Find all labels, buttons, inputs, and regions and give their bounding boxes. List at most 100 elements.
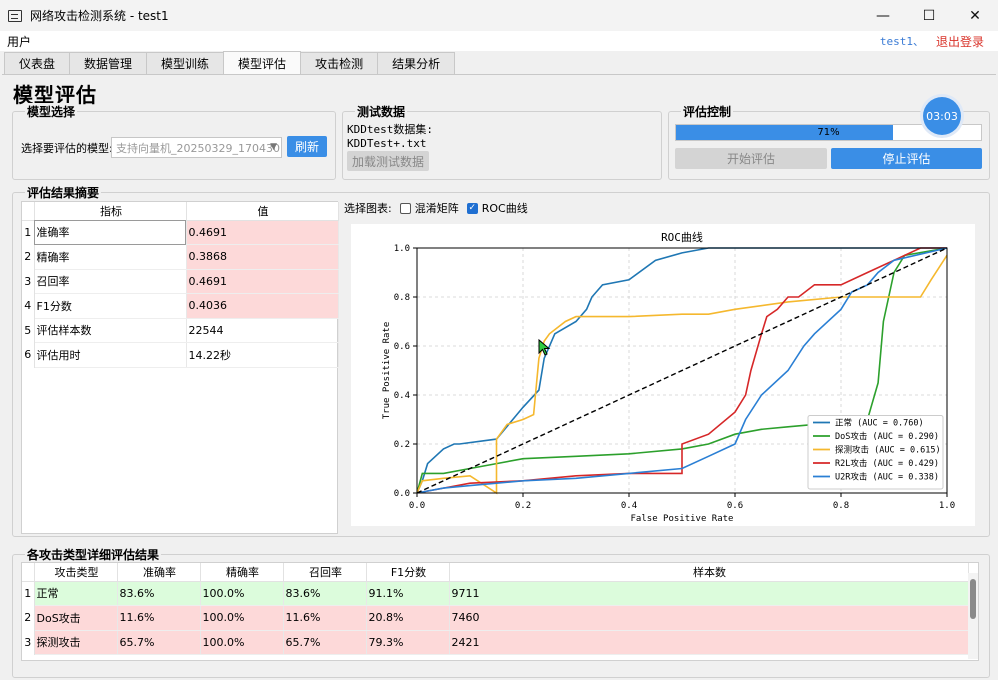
logout-link[interactable]: 退出登录 [935,34,984,49]
plot-frame [416,247,948,494]
recall-cell[interactable]: 11.6% [283,605,367,631]
summary-header-row: 指标 值 [22,202,339,221]
row-number: 4 [22,293,35,318]
scroll-thumb[interactable] [970,579,976,619]
roc-curve-label[interactable]: ROC曲线 [481,202,528,215]
metric-cell[interactable]: 精确率 [34,244,187,270]
metric-cell[interactable]: 召回率 [34,269,187,294]
progress-fill [676,125,893,140]
row-number: 1 [22,581,35,606]
progress-text: 71% [817,127,840,138]
attack-type-cell[interactable]: 探测攻击 [34,630,118,655]
details-table: 攻击类型 准确率 精确率 召回率 F1分数 样本数 1 正常 83.6% 100… [21,562,979,661]
minimize-icon[interactable]: — [876,7,890,24]
model-select-combo[interactable]: 支持向量机_20250329_170430 ▼ [111,137,282,158]
tab-result-analysis[interactable]: 结果分析 [377,52,456,74]
accuracy-cell[interactable]: 11.6% [117,605,201,631]
row-number: 1 [22,220,35,245]
legend-box [807,415,944,490]
header-value[interactable]: 值 [186,202,339,221]
header-metric[interactable]: 指标 [34,202,187,221]
header-recall[interactable]: 召回率 [283,563,367,582]
row-number: 6 [22,342,35,367]
details-scrollbar[interactable] [968,573,978,659]
recall-cell[interactable]: 65.7% [283,630,367,655]
value-cell[interactable]: 0.4691 [186,269,339,294]
y-tick-label: 1.0 [394,244,410,254]
model-select-value: 支持向量机_20250329_170430 [116,141,280,155]
f1-cell[interactable]: 91.1% [366,581,450,606]
header-precision[interactable]: 精确率 [200,563,284,582]
table-row[interactable]: 2 精确率 0.3868 [22,244,339,270]
value-cell[interactable]: 0.3868 [186,244,339,270]
table-row[interactable]: 3 探测攻击 65.7% 100.0% 65.7% 79.3% 2421 [22,630,969,655]
refresh-button[interactable]: 刷新 [287,136,327,157]
metric-cell[interactable]: 准确率 [34,220,187,245]
load-test-data-button[interactable]: 加载测试数据 [347,151,429,171]
tab-model-training[interactable]: 模型训练 [146,52,225,74]
value-cell[interactable]: 14.22秒 [186,342,339,368]
roc-chart: ROC曲线 0.0 0.0 0.2 0.2 0.4 0.4 0.6 0.6 0.8 0.8 1.0 1.… [382,230,955,524]
samples-cell[interactable]: 7460 [449,605,969,631]
tab-dashboard[interactable]: 仪表盘 [4,52,71,74]
window-controls: — ☐ ✕ [860,0,998,31]
stop-evaluation-button[interactable]: 停止评估 [831,148,982,169]
roc-curve-checkbox[interactable]: ✓ [466,202,478,214]
table-row[interactable]: 6 评估用时 14.22秒 [22,342,339,368]
x-axis-label: False Positive Rate [631,514,734,524]
tab-attack-detection[interactable]: 攻击检测 [300,52,379,74]
y-tick-label: 0.8 [394,293,410,303]
recall-cell[interactable]: 83.6% [283,581,367,606]
header-f1[interactable]: F1分数 [366,563,450,582]
accuracy-cell[interactable]: 83.6% [117,581,201,606]
metric-cell[interactable]: F1分数 [34,293,187,319]
table-row[interactable]: 5 评估样本数 22544 [22,318,339,343]
attack-type-cell[interactable]: DoS攻击 [34,605,118,631]
x-tick-label: 0.8 [833,501,849,511]
menu-user[interactable]: 用户 [7,34,32,49]
metric-cell[interactable]: 评估样本数 [34,318,187,343]
current-username: test1、 [879,35,924,48]
maximize-icon[interactable]: ☐ [922,7,936,24]
row-number: 2 [22,244,35,269]
header-attack-type[interactable]: 攻击类型 [34,563,118,582]
legend-label-1: DoS攻击 (AUC = 0.290) [835,431,939,442]
details-header-row: 攻击类型 准确率 精确率 召回率 F1分数 样本数 [22,563,969,582]
y-tick-label: 0.4 [394,391,410,401]
table-row[interactable]: 4 F1分数 0.4036 [22,293,339,319]
header-samples[interactable]: 样本数 [449,563,969,582]
precision-cell[interactable]: 100.0% [200,581,284,606]
value-cell[interactable]: 0.4691 [186,220,339,245]
attack-type-cell[interactable]: 正常 [34,581,118,606]
menu-bar: 用户 test1、 退出登录 [0,31,998,51]
start-evaluation-button[interactable]: 开始评估 [675,148,827,169]
value-cell[interactable]: 0.4036 [186,293,339,319]
metric-cell[interactable]: 评估用时 [34,342,187,368]
dataset-file: KDDTest+.txt [347,137,427,150]
details-title: 各攻击类型详细评估结果 [25,546,162,563]
confusion-matrix-label[interactable]: 混淆矩阵 [414,202,459,215]
tab-model-evaluation[interactable]: 模型评估 [223,51,302,74]
table-row[interactable]: 3 召回率 0.4691 [22,269,339,294]
table-row[interactable]: 1 准确率 0.4691 [22,220,339,245]
precision-cell[interactable]: 100.0% [200,605,284,631]
tab-pane [2,74,996,680]
header-accuracy[interactable]: 准确率 [117,563,201,582]
samples-cell[interactable]: 2421 [449,630,969,655]
legend-label-4: U2R攻击 (AUC = 0.338) [835,472,939,483]
close-icon[interactable]: ✕ [969,7,981,24]
table-row[interactable]: 1 正常 83.6% 100.0% 83.6% 91.1% 9711 [22,581,969,606]
tab-data-management[interactable]: 数据管理 [69,52,148,74]
window-title: 网络攻击检测系统 - test1 [30,9,169,23]
table-row[interactable]: 2 DoS攻击 11.6% 100.0% 11.6% 20.8% 7460 [22,605,969,631]
confusion-matrix-checkbox[interactable] [399,202,411,214]
value-cell[interactable]: 22544 [186,318,339,343]
samples-cell[interactable]: 9711 [449,581,969,606]
accuracy-cell[interactable]: 65.7% [117,630,201,655]
f1-cell[interactable]: 20.8% [366,605,450,631]
f1-cell[interactable]: 79.3% [366,630,450,655]
chevron-down-icon: ▼ [270,142,277,152]
dataset-label: KDDtest数据集: [347,123,433,136]
precision-cell[interactable]: 100.0% [200,630,284,655]
roc-line-2 [416,254,948,495]
